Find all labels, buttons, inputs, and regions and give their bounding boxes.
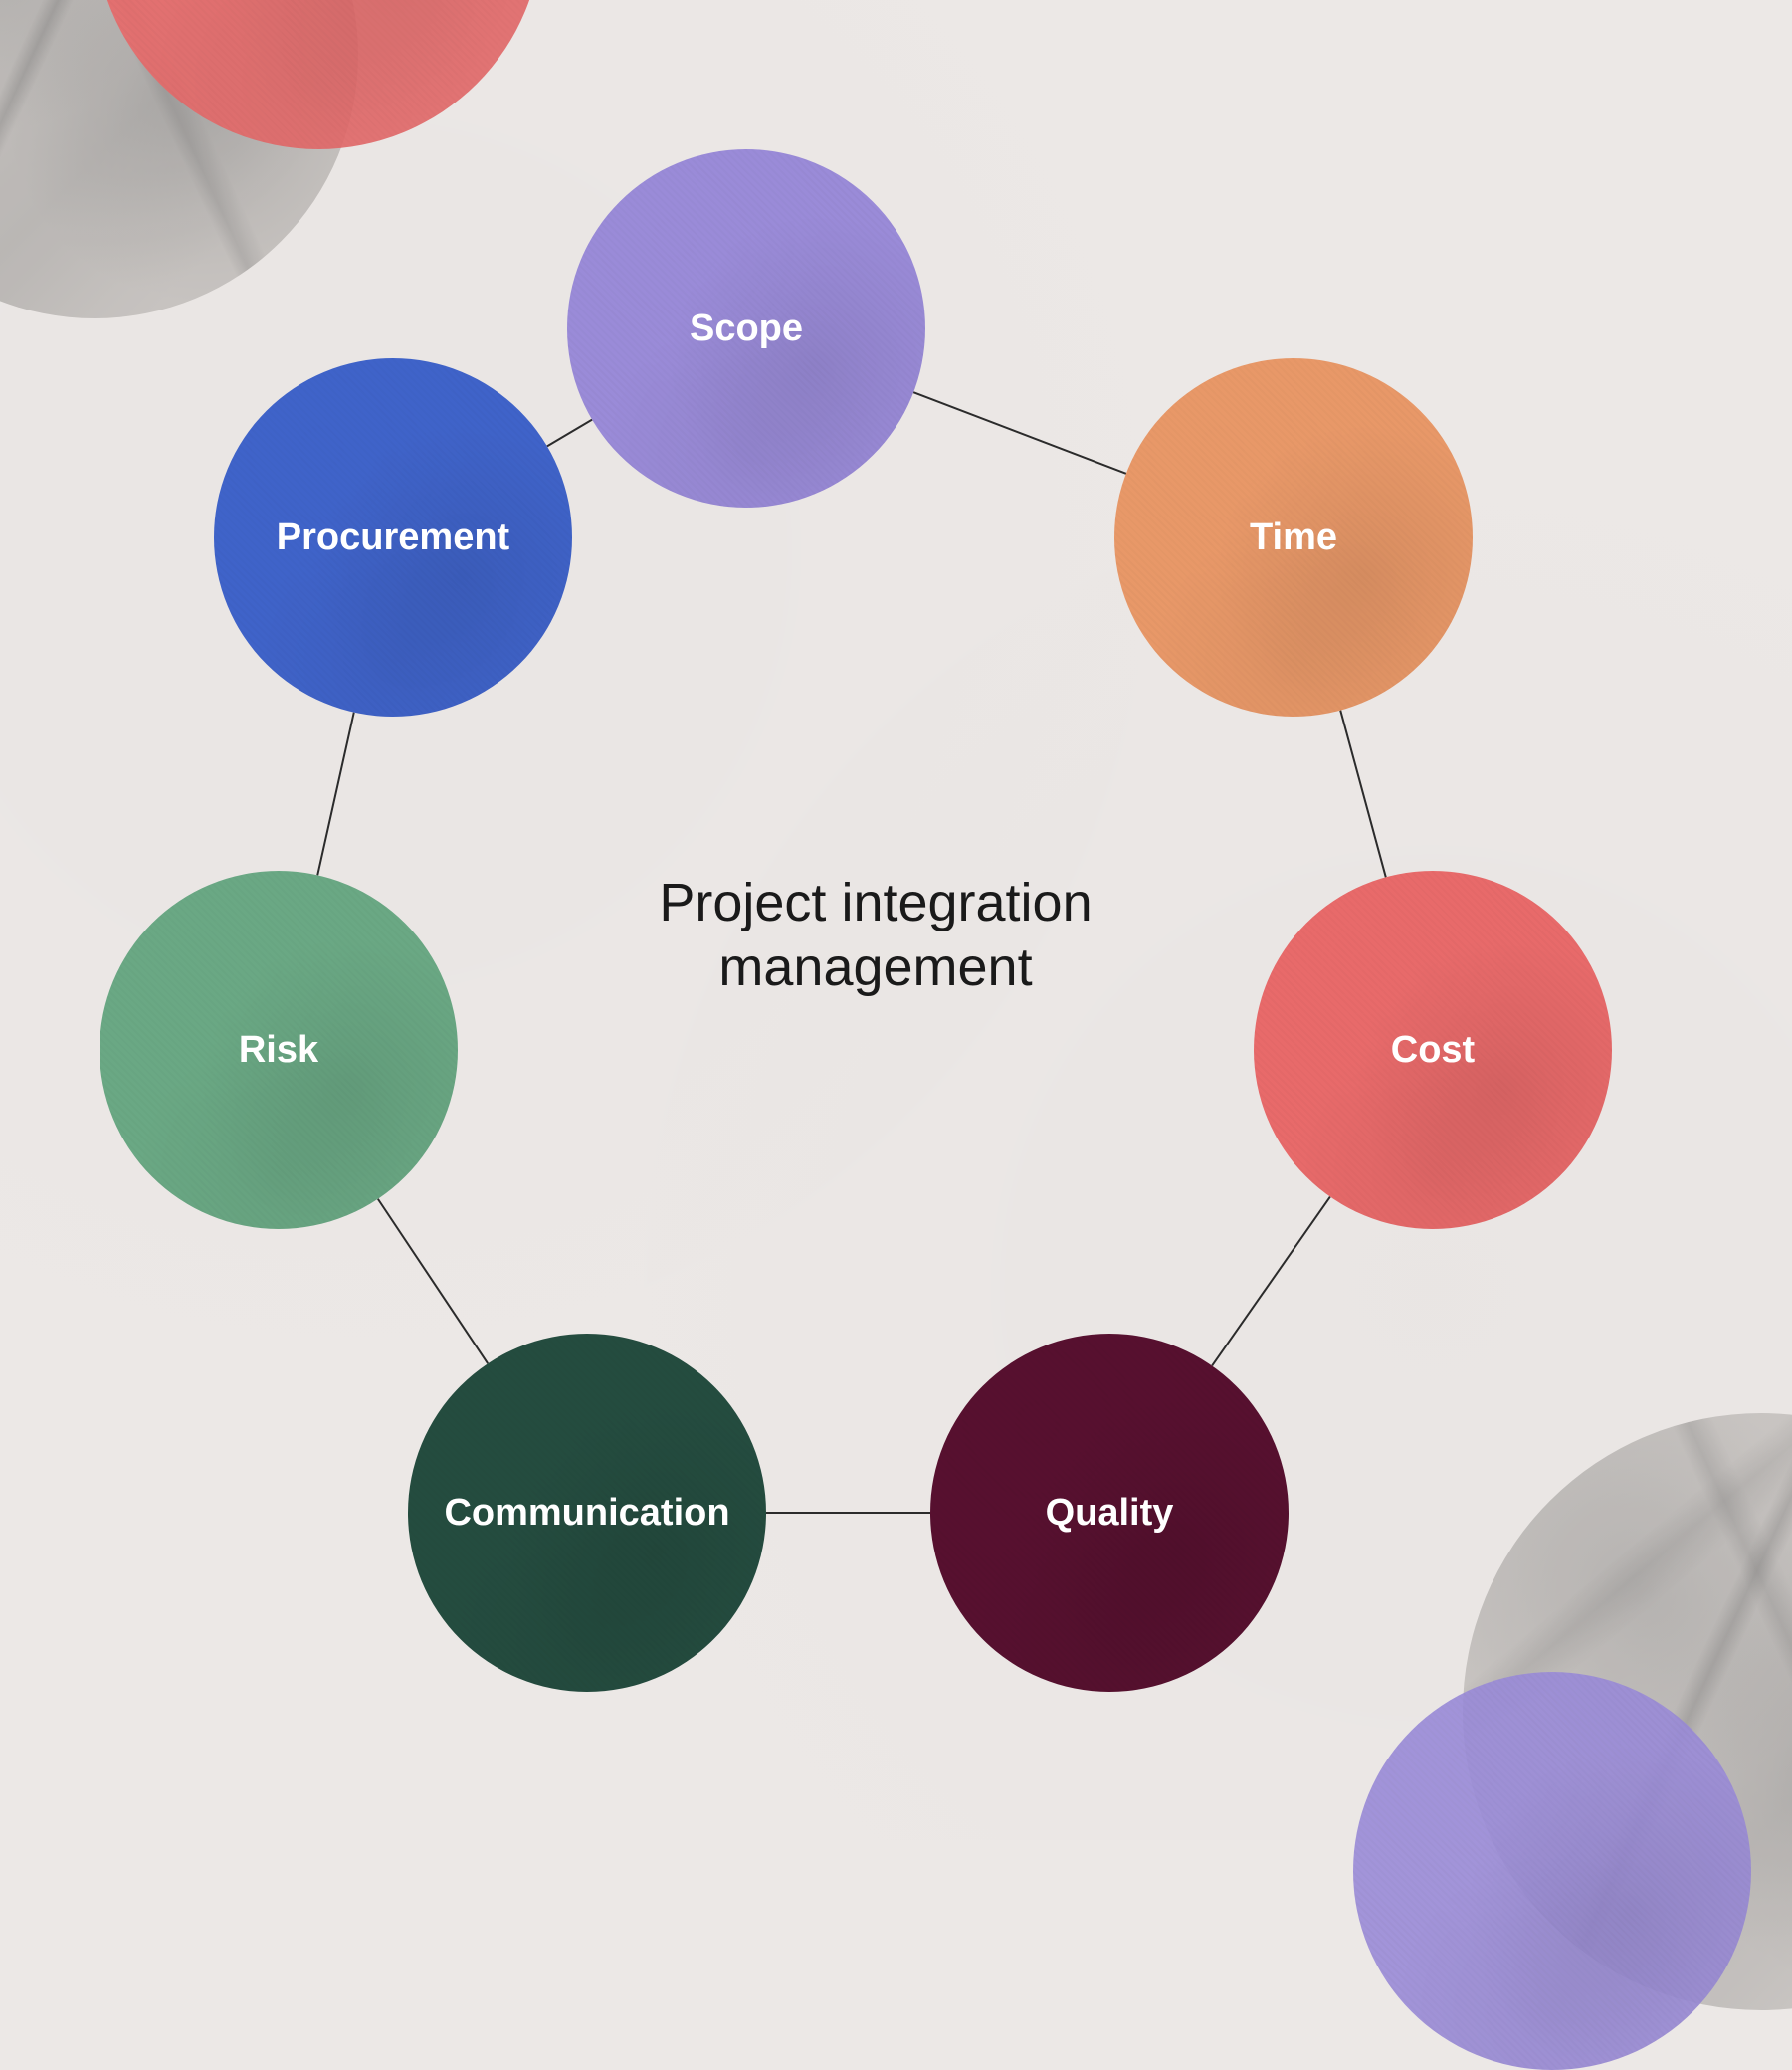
diagram-container: Project integration management Scope Time… bbox=[0, 0, 1792, 1840]
node-communication: Communication bbox=[408, 1334, 766, 1692]
node-scope: Scope bbox=[567, 149, 925, 508]
node-procurement: Procurement bbox=[214, 358, 572, 717]
node-scope-label: Scope bbox=[678, 308, 815, 350]
edge-cost-quality bbox=[1212, 1197, 1330, 1366]
center-title: Project integration management bbox=[659, 871, 1092, 1000]
node-cost-label: Cost bbox=[1379, 1029, 1487, 1072]
node-communication-label: Communication bbox=[432, 1492, 741, 1535]
node-time-label: Time bbox=[1238, 517, 1349, 559]
center-title-line1: Project integration bbox=[659, 871, 1092, 935]
decoration-3-texture bbox=[1353, 1672, 1751, 2070]
node-risk-label: Risk bbox=[227, 1029, 330, 1072]
edge-communication-risk bbox=[378, 1199, 488, 1363]
decoration-3 bbox=[1353, 1672, 1751, 2070]
center-title-line2: management bbox=[659, 935, 1092, 1000]
edge-time-cost bbox=[1340, 711, 1386, 878]
edge-risk-procurement bbox=[317, 713, 354, 876]
node-procurement-label: Procurement bbox=[265, 517, 521, 559]
node-quality-label: Quality bbox=[1034, 1492, 1186, 1535]
edge-scope-time bbox=[913, 392, 1126, 474]
node-risk: Risk bbox=[100, 871, 458, 1229]
node-time: Time bbox=[1114, 358, 1473, 717]
node-cost: Cost bbox=[1254, 871, 1612, 1229]
node-quality: Quality bbox=[930, 1334, 1289, 1692]
edge-procurement-scope bbox=[547, 420, 592, 447]
